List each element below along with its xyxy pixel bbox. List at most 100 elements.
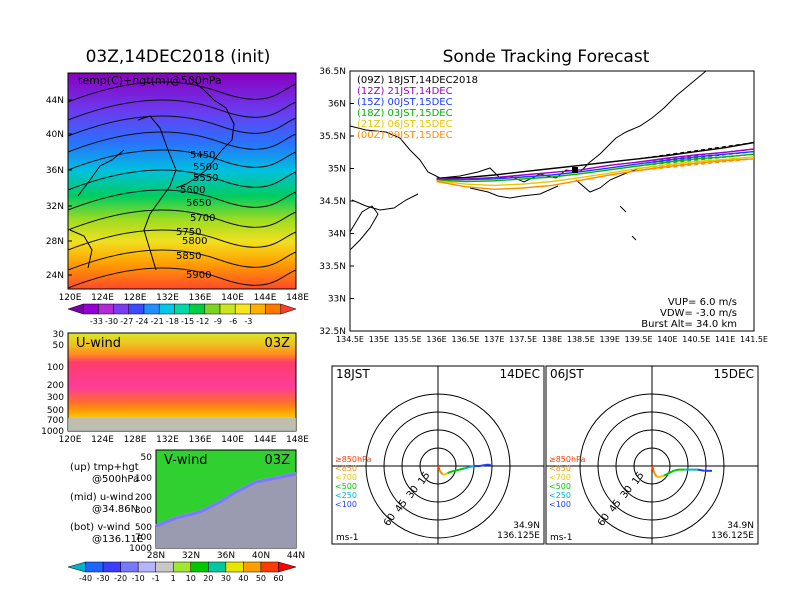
hodograph-segment: [444, 472, 449, 476]
contour-label: 5850: [176, 251, 201, 262]
map-lat-tick: 40N: [46, 130, 64, 140]
map-lon-tick: 120E: [59, 293, 82, 303]
colorbar-label: -30: [105, 317, 118, 326]
track-lat-tick: 34.5N: [319, 197, 346, 207]
colorbar-label: -6: [229, 317, 237, 326]
vwind-lat-tick: 32N: [182, 551, 200, 561]
colorbar-swatch: [265, 303, 282, 315]
temperature-colorbar: -33 -30 -27 -24 -21 -18 -15 -12 -9 -6 -3: [67, 303, 297, 326]
track-lat-tick: 35N: [328, 165, 346, 175]
track-lon-tick: 134.5E: [336, 335, 364, 344]
colorbar-label: -21: [151, 317, 164, 326]
height-contour-line: [67, 267, 297, 289]
colorbar-label: -12: [196, 317, 209, 326]
uwind-pressure-tick: 700: [47, 416, 64, 426]
launch-marker: [572, 167, 578, 173]
hodograph-level-label: <100: [335, 500, 357, 509]
sonde-track: [436, 156, 755, 187]
vwind-colorbar-label: 60: [273, 574, 283, 583]
track-title: Sonde Tracking Forecast: [443, 47, 650, 67]
colorbar-label: -3: [244, 317, 252, 326]
colorbar-label: -18: [166, 317, 179, 326]
colorbar-swatch: [98, 303, 114, 315]
uwind-lon-tick: 120E: [59, 435, 82, 445]
hodograph-segment: [438, 469, 442, 473]
hodograph-unit: ms-1: [550, 533, 572, 543]
track-lat-tick: 33.5N: [319, 262, 346, 272]
track-map-frame: [349, 70, 755, 332]
vwind-pressure-tick: 1000: [129, 544, 152, 554]
uwind-lon-tick: 132E: [156, 435, 179, 445]
run-legend-entry: (00Z) 09JST,15DEC: [357, 130, 453, 141]
vwind-terrain: [156, 472, 296, 548]
vwind-colorbar-swatch: [278, 561, 297, 573]
sonde-track: [436, 153, 755, 183]
colorbar-label: -9: [214, 317, 222, 326]
sonde-track-descent: [638, 153, 755, 167]
height-contour-line: [67, 169, 297, 191]
uwind-label: U-wind: [76, 336, 121, 351]
vwind-colorbar-label: -1: [152, 574, 160, 583]
track-lon-tick: 135.5E: [394, 335, 422, 344]
map-lat-tick: 44N: [46, 96, 64, 106]
hodograph-segment: [447, 471, 451, 475]
track-lon-tick: 137.5E: [509, 335, 537, 344]
colorbar-swatch: [67, 303, 84, 315]
vwind-lat-ticks: 28N 32N 36N 40N 44N: [147, 551, 305, 561]
panel-legend-notes: (up) tmp+hgt@500hPa (mid) u-wind@34.86N (b…: [70, 462, 143, 545]
hodograph-level-label: <700: [335, 473, 357, 482]
vwind-lat-tick: 28N: [147, 551, 165, 561]
contour-label: 5600: [180, 185, 205, 196]
height-contour-line: [67, 99, 297, 121]
hodograph-level-label: <250: [335, 491, 357, 500]
hodograph-segment: [464, 466, 470, 470]
vwind-colorbar-label: -30: [97, 574, 110, 583]
sonde-track-descent: [638, 148, 755, 163]
hodograph-segment: [673, 468, 679, 472]
hodograph-segment: [468, 465, 475, 469]
uwind-lon-tick: 124E: [91, 435, 114, 445]
uwind-pressure-tick: 300: [47, 393, 64, 403]
map-lon-tick: 128E: [124, 293, 147, 303]
hodograph-level-label: ≥850hPa: [549, 455, 586, 464]
vwind-colorbar-label: -40: [79, 574, 92, 583]
run-legend-entry: (09Z) 18JST,14DEC2018: [357, 75, 478, 86]
note-sub: @500hPa: [92, 474, 139, 485]
sonde-track-descent: [638, 151, 755, 165]
vwind-colorbar-label: 40: [238, 574, 248, 583]
height-contour-line: [67, 81, 297, 103]
hodograph-segment: [668, 469, 675, 475]
sonde-track: [436, 148, 755, 180]
hodograph-time: 06JST: [550, 367, 584, 381]
colorbar-label: -24: [135, 317, 148, 326]
contour-label: 5700: [190, 213, 215, 224]
note-sub: @34.86N: [92, 504, 138, 515]
hodograph-lon: 136.125E: [711, 531, 754, 541]
vwind-colorbar-label: 10: [186, 574, 196, 583]
colorbar-swatch: [250, 303, 266, 315]
uwind-pressure-tick: 100: [47, 363, 64, 373]
track-panel: Sonde Tracking Forecast (09Z) 18JST,14DE…: [319, 47, 768, 344]
hodograph-segment: [663, 472, 670, 477]
vwind-colorbar-swatch: [120, 561, 139, 573]
vwind-colorbar-label: 1: [171, 574, 176, 583]
vwind-colorbar-label: -10: [132, 574, 145, 583]
vwind-colorbar-swatch: [155, 561, 174, 573]
vwind-colorbar-swatch: [67, 561, 86, 573]
height-contour-line: [67, 249, 297, 271]
contour-label: 5450: [190, 150, 215, 161]
vwind-colorbar-label: -20: [114, 574, 127, 583]
hodograph-segment: [653, 472, 658, 478]
track-lat-tick: 35.5N: [319, 132, 346, 142]
sonde-param: VUP= 6.0 m/s: [668, 297, 737, 308]
note-title: (up) tmp+hgt: [70, 462, 139, 473]
vwind-colorbar-swatch: [208, 561, 227, 573]
track-lon-tick: 136.5E: [451, 335, 479, 344]
contour-label: 5500: [193, 162, 218, 173]
hodograph-segment: [439, 471, 444, 476]
vwind-time: 03Z: [265, 453, 291, 468]
height-contour-line: [67, 149, 297, 171]
